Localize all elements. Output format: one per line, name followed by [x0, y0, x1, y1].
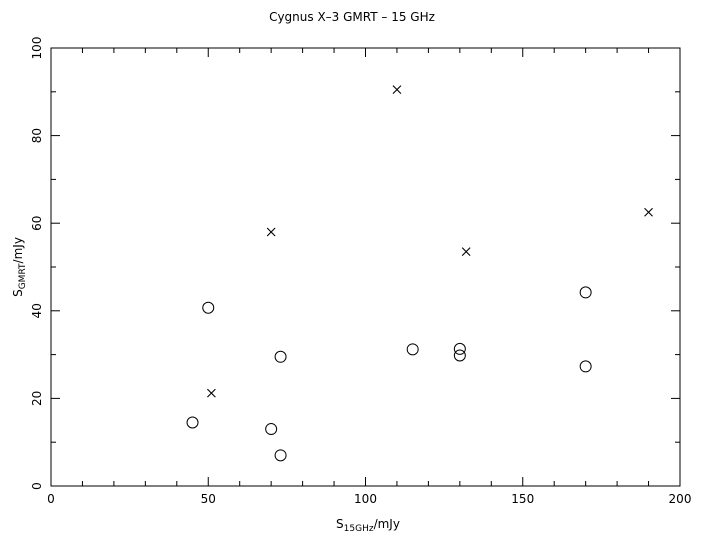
data-point-cross — [461, 247, 471, 257]
y-tick-label: 100 — [30, 37, 44, 60]
x-tick-label: 0 — [47, 492, 55, 506]
y-tick-label: 80 — [30, 128, 44, 143]
data-point-cross — [392, 85, 402, 94]
data-point-circle — [579, 286, 592, 299]
x-axis-label: S15GHz/mJy — [336, 517, 400, 534]
y-tick-label: 0 — [30, 482, 44, 490]
x-tick-label: 100 — [354, 492, 377, 506]
x-tick-label: 50 — [201, 492, 216, 506]
y-axis-label: SGMRT/mJy — [11, 237, 28, 297]
data-point-circle — [579, 360, 592, 373]
data-point-circle — [265, 423, 278, 436]
data-point-cross — [207, 388, 216, 398]
data-points — [186, 85, 653, 462]
data-point-circle — [186, 416, 199, 429]
data-point-circle — [406, 343, 419, 356]
data-point-circle — [274, 449, 287, 462]
data-point-circle — [202, 301, 215, 314]
plot-frame — [50, 47, 681, 487]
data-point-cross — [644, 207, 653, 217]
data-point-circle — [453, 349, 466, 362]
x-tick-label: 200 — [669, 492, 692, 506]
tick-labels: 0 50 100 150 200 0 20 40 60 80 100 — [30, 37, 691, 506]
chart-title: Cygnus X–3 GMRT – 15 GHz — [269, 10, 435, 24]
data-point-circle — [453, 342, 466, 355]
y-tick-label: 20 — [30, 391, 44, 406]
data-point-circle — [274, 350, 287, 363]
y-tick-label: 60 — [30, 216, 44, 231]
y-tick-label: 40 — [30, 303, 44, 318]
x-tick-label: 150 — [511, 492, 534, 506]
axis-ticks — [50, 47, 681, 487]
data-point-cross — [266, 227, 276, 237]
